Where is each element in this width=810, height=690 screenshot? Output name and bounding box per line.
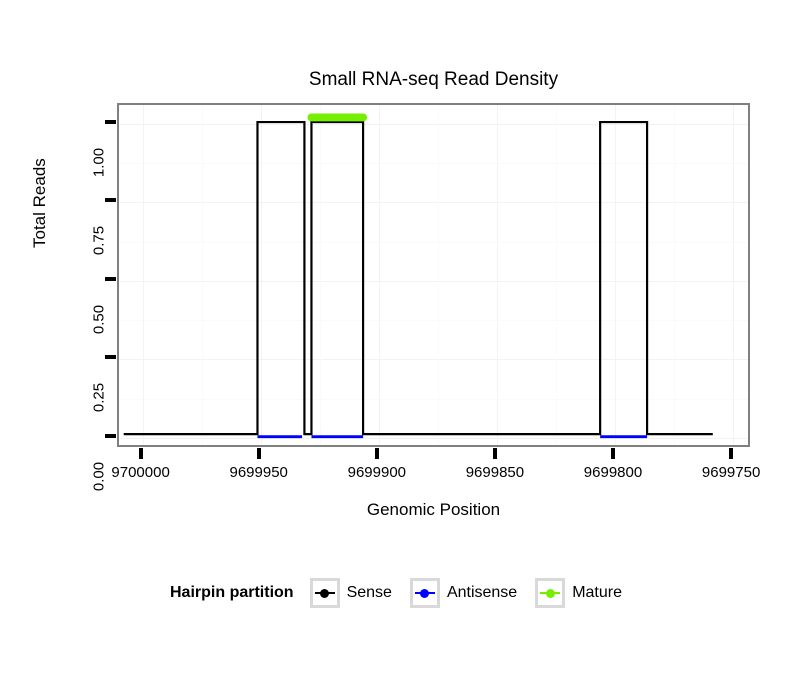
gridline-y-minor (119, 163, 748, 165)
y-tick-label: 0.25 (90, 383, 108, 413)
gridline-y-major (119, 359, 748, 361)
legend-label: Sense (346, 584, 392, 601)
legend-items: Sense Antisense Mature (309, 578, 640, 608)
y-tick-mark (105, 276, 116, 281)
gridline-y-major (119, 202, 748, 204)
gridline-x-minor (319, 105, 321, 445)
legend-key-dot (320, 588, 330, 598)
gridline-y-major (119, 280, 748, 282)
x-tick-label: 9699850 (465, 464, 525, 481)
y-axis-title: Total Reads (30, 158, 49, 248)
gridline-x-major (142, 105, 144, 445)
gridline-y-minor (119, 320, 748, 322)
series-line-sense (123, 120, 713, 436)
gridline-y-major (119, 438, 748, 439)
y-tick-label: 1.00 (90, 147, 108, 177)
x-tick-mark (374, 448, 379, 459)
legend-label: Mature (572, 584, 622, 601)
legend-key-dot (545, 588, 555, 598)
x-tick-label: 9699750 (701, 464, 761, 481)
x-tick-label: 9700000 (111, 464, 170, 481)
y-tick-mark (105, 119, 116, 124)
x-tick-mark (256, 448, 261, 459)
gridline-x-minor (201, 105, 203, 445)
legend-item-mature[interactable]: Mature (535, 578, 632, 608)
x-tick-label: 9699900 (347, 464, 407, 481)
legend-item-sense[interactable]: Sense (309, 578, 402, 608)
line-dot-icon (535, 578, 566, 608)
x-tick-mark (492, 448, 497, 459)
x-tick-mark (138, 448, 143, 459)
x-tick-label: 9699800 (583, 464, 643, 481)
x-axis-title: Genomic Position (366, 500, 501, 519)
legend-title: Hairpin partition (170, 584, 294, 601)
panel-background (119, 105, 748, 445)
gridline-x-major (615, 105, 616, 445)
gridline-x-major (378, 105, 380, 445)
y-tick-mark (105, 355, 116, 360)
gridline-x-major (496, 105, 498, 445)
gridline-x-major (260, 105, 262, 445)
data-series-layer (123, 113, 713, 439)
gridline-x-minor (437, 105, 439, 445)
line-dot-icon (409, 578, 440, 608)
plot-panel (117, 103, 750, 447)
legend: Hairpin partition Sense Antisense Mature (0, 578, 810, 608)
x-tick-label: 9699950 (229, 464, 288, 481)
line-dot-icon (309, 578, 340, 608)
y-tick-label: 0.75 (90, 226, 108, 256)
gridline-x-minor (555, 105, 557, 445)
y-tick-mark (105, 198, 116, 203)
gridline-y-minor (119, 241, 748, 243)
y-tick-mark (105, 434, 116, 438)
x-tick-mark (729, 448, 734, 459)
chart-title: Small RNA-seq Read Density (308, 69, 559, 90)
legend-item-antisense[interactable]: Antisense (409, 578, 527, 608)
legend-key-dot (420, 588, 430, 598)
gridline-x-major (733, 105, 735, 445)
gridline-y-major (119, 123, 748, 125)
y-tick-label: 0.50 (90, 304, 108, 335)
legend-label: Antisense (446, 584, 518, 601)
gridline-y-minor (119, 398, 748, 400)
x-tick-mark (611, 448, 615, 459)
gridline-x-minor (674, 105, 676, 445)
